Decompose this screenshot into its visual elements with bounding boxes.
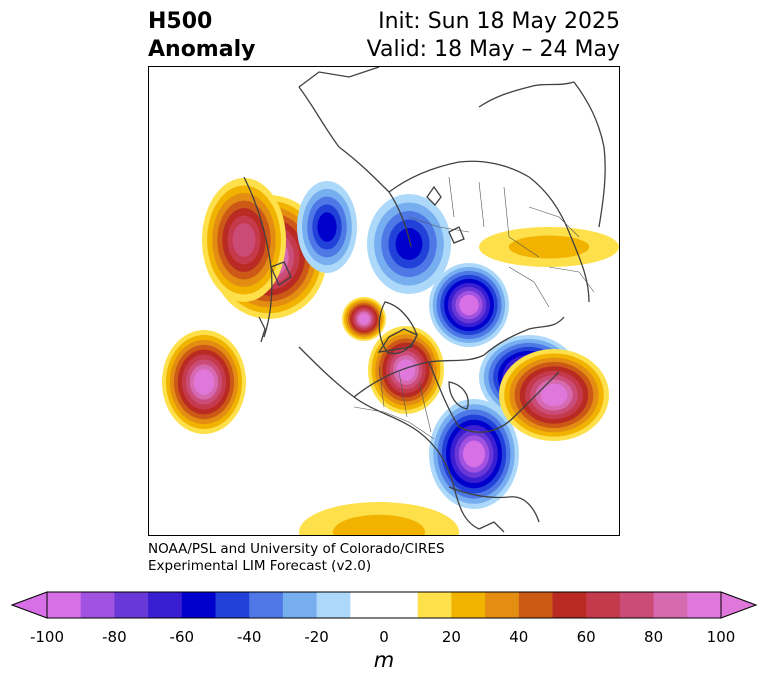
colorbar-cell [384,592,419,618]
colorbar-tick-label: -80 [102,628,127,646]
colorbar-tick-label: 20 [441,628,461,646]
anomaly-contours [162,178,619,535]
positive-anomaly-contour [396,359,416,381]
colorbar-cell [687,592,722,618]
credit-line-2: Experimental LIM Forecast (v2.0) [148,558,372,574]
colorbar-tick-label: -100 [29,628,65,646]
colorbar-cells [47,592,722,618]
negative-anomaly-contour [463,440,485,468]
positive-anomaly-contour [540,383,568,407]
colorbar-tick-label: 0 [379,628,389,646]
colorbar-cell [619,592,655,618]
positive-anomaly-contour [193,369,215,395]
colorbar-cell [181,592,216,618]
colorbar-extend-high [720,591,758,619]
negative-anomaly-contour [317,212,337,242]
colorbar-cell [215,592,250,618]
borders [353,176,595,440]
colorbar-cell [518,592,553,618]
colorbar-cell [653,592,688,618]
colorbar-cell [451,592,486,618]
title-anomaly: Anomaly [148,37,256,62]
credit: NOAA/PSL and University of Colorado/CIRE… [148,541,445,575]
positive-anomaly-contour [508,235,590,259]
colorbar-cell [47,592,82,618]
colorbar-outline [46,591,722,619]
colorbar-cell [80,592,115,618]
colorbar-tick-label: 100 [706,628,736,646]
colorbar-unit: m [373,648,395,672]
anomaly-map [148,66,620,536]
colorbar [10,591,758,619]
colorbar-cell [148,592,183,618]
colorbar-cell [350,592,385,618]
positive-anomaly-contour [358,313,370,325]
coastlines [243,67,606,533]
colorbar-tick-label: 80 [644,628,664,646]
colorbar-cell [114,592,149,618]
colorbar-cell [417,592,452,618]
colorbar-cell [485,592,520,618]
colorbar-cell [249,592,284,618]
negative-anomaly-contour [395,228,423,260]
colorbar-tick-label: -40 [236,628,262,646]
title-variable: H500 [148,9,213,34]
init-date: Init: Sun 18 May 2025 [378,9,620,34]
credit-line-1: NOAA/PSL and University of Colorado/CIRE… [148,541,445,557]
positive-anomaly-contour [333,514,425,535]
colorbar-tick-label: -20 [304,628,329,646]
map-dates: Init: Sun 18 May 2025 Valid: 18 May – 24… [367,8,620,64]
polar-stereographic-map [162,67,619,535]
colorbar-extend-low [10,591,48,619]
colorbar-cell [316,592,351,618]
colorbar-cell [586,592,621,618]
colorbar-cell [552,592,587,618]
colorbar-tick-label: 40 [509,628,529,646]
positive-anomaly-contour [232,223,256,257]
colorbar-cell [282,592,318,618]
valid-range: Valid: 18 May – 24 May [366,37,620,62]
colorbar-tick-label: -60 [169,628,195,646]
negative-anomaly-contour [459,294,479,316]
colorbar-tick-label: 60 [576,628,596,646]
map-title: H500 Anomaly [148,8,255,64]
